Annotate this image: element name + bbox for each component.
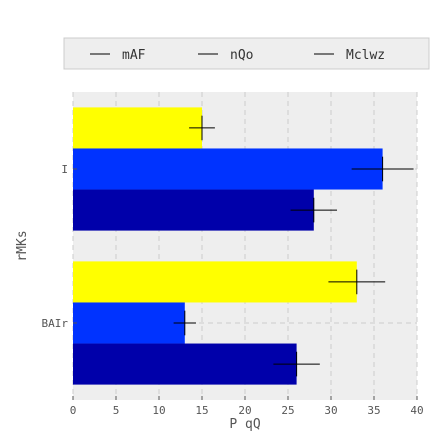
x-tick-label: 0	[70, 404, 77, 417]
y-tick-label: BAIr	[42, 317, 69, 330]
error-bars	[173, 115, 414, 377]
y-axis-label: rMKs	[15, 230, 30, 261]
bar-mAF	[73, 343, 297, 385]
x-tick-label: 35	[367, 404, 380, 417]
legend: mAF nQo Mclwz	[63, 37, 430, 70]
bars	[73, 107, 383, 385]
bar-Mclwz	[73, 107, 202, 149]
legend-label-nQo: nQo	[230, 48, 253, 63]
x-tick-label: 30	[324, 404, 337, 417]
bar-Mclwz	[73, 261, 357, 303]
x-axis-label: P qQ	[229, 417, 260, 432]
legend-label-Mclwz: Mclwz	[346, 48, 385, 63]
x-tick-label: 20	[238, 404, 251, 417]
x-tick-label: 5	[113, 404, 120, 417]
legend-box	[63, 37, 430, 70]
x-axis-ticks: 0 5 10 15 20 25 30 35 40	[70, 396, 424, 417]
bar-nQo	[73, 302, 185, 344]
x-tick-label: 25	[281, 404, 294, 417]
bar-nQo	[73, 148, 383, 190]
x-tick-label: 40	[410, 404, 423, 417]
y-axis-ticks: BAIr I	[42, 163, 77, 330]
legend-label-mAF: mAF	[122, 48, 146, 63]
x-tick-label: 15	[195, 404, 208, 417]
bar-mAF	[73, 189, 314, 231]
y-tick-label: I	[61, 163, 68, 176]
x-tick-label: 10	[152, 404, 165, 417]
